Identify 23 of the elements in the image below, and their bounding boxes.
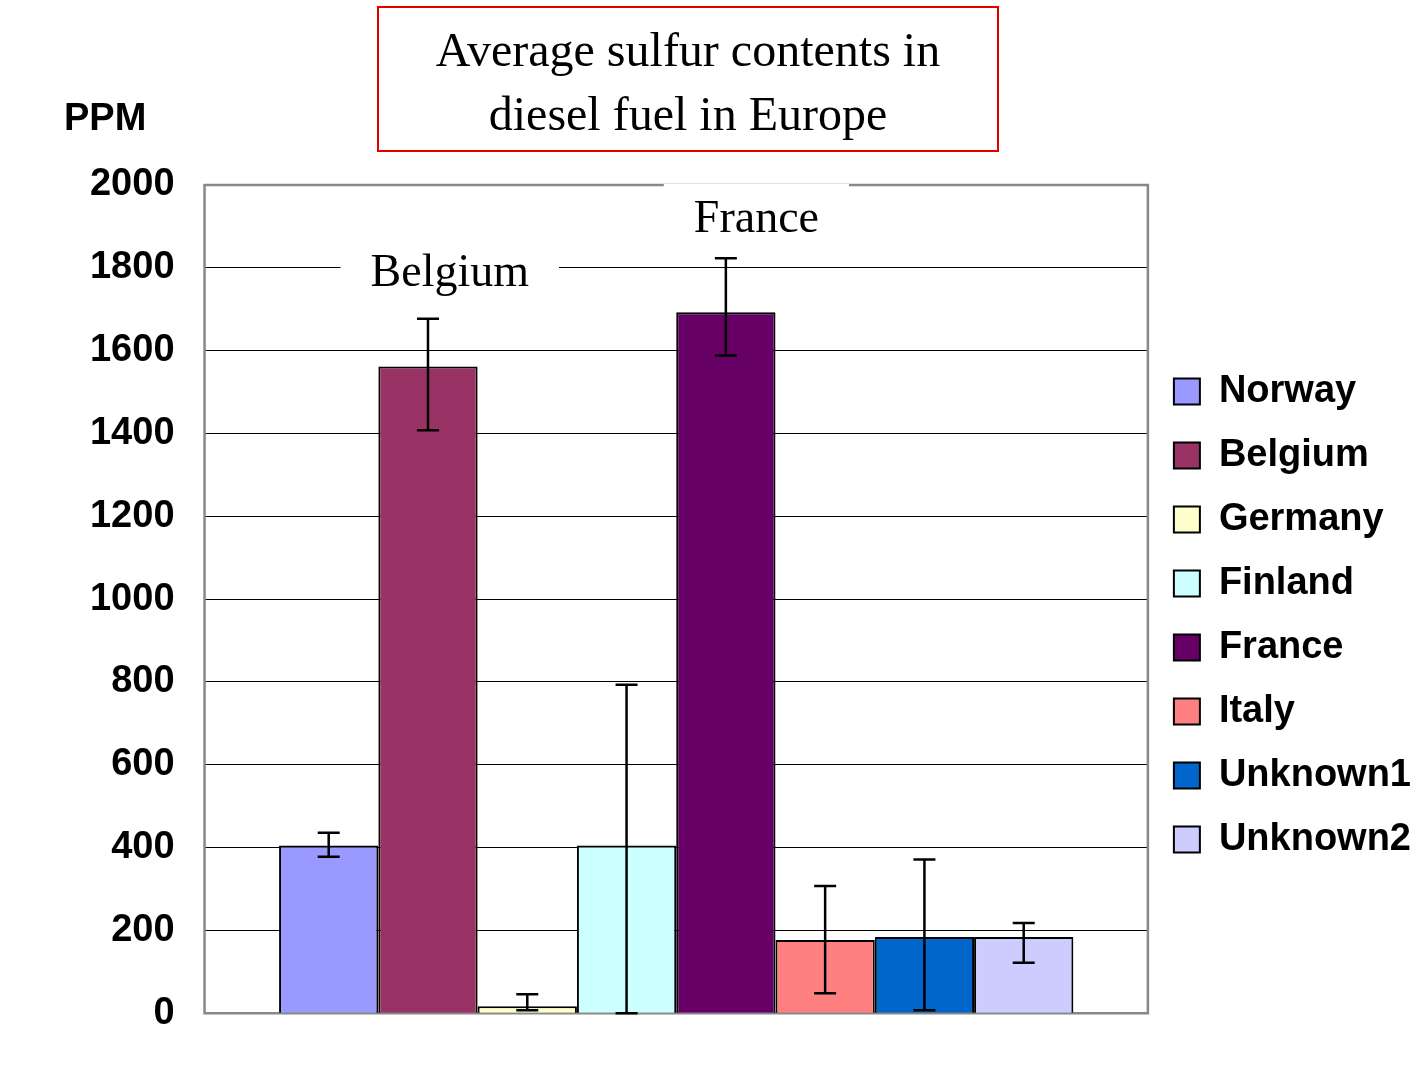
legend-label: France — [1218, 623, 1344, 666]
legend-label: Italy — [1218, 687, 1295, 730]
y-tick-label: 600 — [111, 741, 175, 784]
legend-label: Finland — [1218, 559, 1354, 602]
annotation: France — [693, 191, 819, 243]
y-tick-label: 1200 — [89, 492, 175, 535]
legend-label: Germany — [1218, 495, 1384, 538]
y-tick-label: 1600 — [89, 327, 175, 370]
y-tick-label: 0 — [153, 989, 175, 1032]
legend-label: Belgium — [1218, 431, 1369, 474]
y-tick-label: 200 — [111, 906, 175, 949]
y-tick-label: 1400 — [89, 409, 175, 452]
chart-title: Average sulfur contents in diesel fuel in Europe — [377, 6, 999, 152]
y-axis-title: PPM — [64, 96, 147, 139]
y-tick-label: 800 — [111, 658, 175, 701]
y-tick-label: 2000 — [89, 161, 175, 204]
legend-label: Unknown1 — [1218, 751, 1412, 794]
y-tick-label: 1800 — [89, 244, 175, 287]
legend-label: Norway — [1218, 367, 1357, 410]
y-tick-label: 400 — [111, 824, 175, 867]
annotation: Belgium — [370, 244, 530, 296]
y-tick-label: 1000 — [89, 575, 175, 618]
legend-label: Unknown2 — [1218, 815, 1412, 858]
